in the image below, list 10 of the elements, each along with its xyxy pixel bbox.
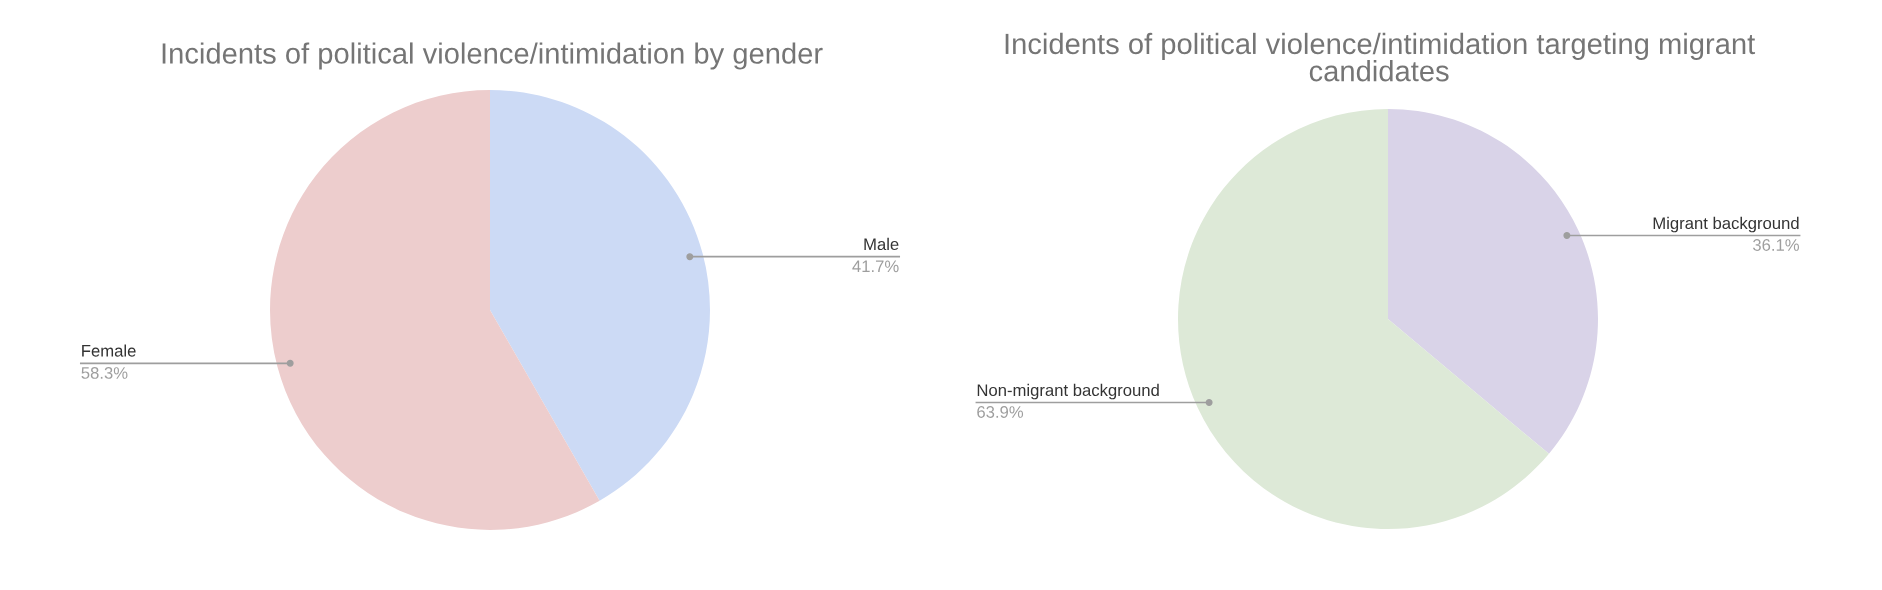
data-label: 63.9%	[977, 406, 1024, 418]
chart-title: Incidents of political violence/intimidation by gender	[162, 42, 823, 70]
data-label: 41.7%	[852, 260, 899, 273]
slice-label: Male	[864, 237, 899, 251]
slice-label: Migrant background	[1653, 216, 1799, 233]
slice-label: Non-migrant background	[977, 383, 1159, 400]
slice-label: Female	[82, 344, 136, 357]
data-label: 58.3%	[81, 367, 128, 379]
chart-title: Incidents of political violence/intimidation targeting migrant candidates	[1005, 32, 1756, 82]
data-label: 36.1%	[1752, 239, 1800, 251]
